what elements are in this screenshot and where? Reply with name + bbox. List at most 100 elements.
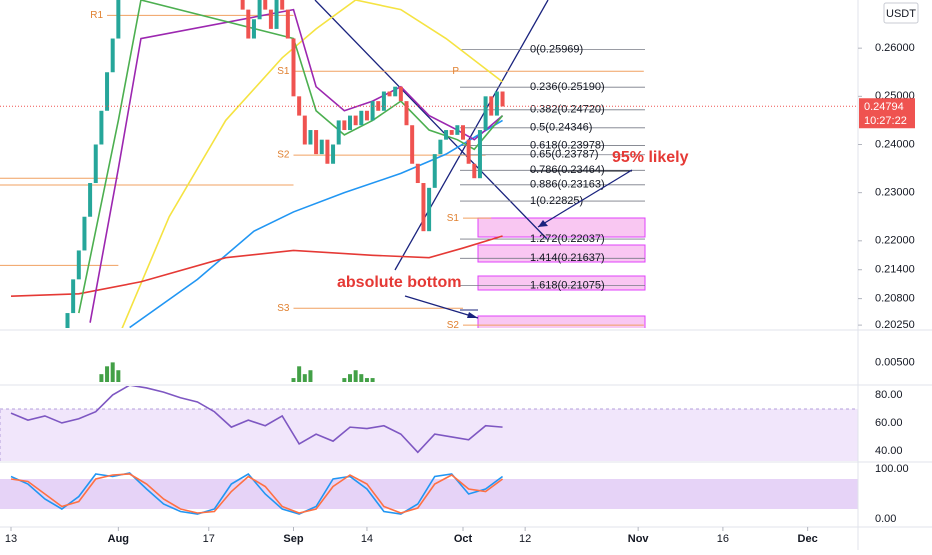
histogram-bar	[342, 378, 347, 382]
candle	[319, 139, 324, 155]
candle	[71, 279, 76, 314]
candle	[466, 139, 471, 164]
pivot-label: S3	[277, 303, 290, 314]
moving-average	[129, 119, 503, 328]
fib-label: 0.886(0.23163)	[530, 179, 605, 191]
candle	[93, 144, 98, 184]
histogram-bar	[364, 378, 369, 382]
candle	[251, 19, 256, 39]
candle	[370, 101, 375, 121]
x-tick-label: Nov	[628, 533, 650, 545]
candle	[331, 144, 336, 164]
fib-label: 1(0.22825)	[530, 195, 583, 207]
candle	[438, 139, 443, 155]
moving-average	[78, 0, 504, 314]
y-tick-label: 40.00	[875, 445, 903, 457]
target-box	[477, 244, 646, 263]
annotation: 95% likely	[612, 149, 689, 166]
candle	[483, 96, 488, 131]
x-tick-label: Aug	[108, 533, 129, 545]
rsi-pane	[0, 386, 858, 461]
candle	[500, 91, 505, 107]
currency-box[interactable]	[883, 2, 919, 24]
target-box	[477, 217, 646, 238]
histogram-bar	[105, 366, 110, 382]
fib-label: 1.272(0.22037)	[530, 233, 605, 245]
candle	[246, 9, 251, 39]
pivot-label: S2	[447, 320, 460, 331]
x-tick-label: 17	[203, 533, 215, 545]
candle	[472, 163, 477, 179]
candle	[359, 110, 364, 126]
histogram-bar	[308, 370, 313, 382]
y-tick-label: 0.24000	[875, 138, 915, 150]
y-tick-label: 0.22000	[875, 235, 915, 247]
candle	[432, 154, 437, 188]
candle	[387, 91, 392, 97]
fib-label: 0.382(0.24720)	[530, 104, 605, 116]
candle	[280, 0, 285, 10]
candle	[427, 187, 432, 232]
stoch-line	[10, 472, 504, 515]
trend-line	[394, 0, 549, 271]
target-box	[477, 275, 646, 291]
y-tick-label: 0.20800	[875, 293, 915, 305]
candle	[291, 38, 296, 97]
y-tick-label: 0.26000	[875, 42, 915, 54]
candle	[455, 125, 460, 135]
pivot-label: S1	[277, 66, 290, 77]
candle	[353, 115, 358, 126]
moving-average	[121, 0, 504, 328]
trend-line	[314, 0, 549, 241]
candle	[82, 216, 87, 251]
candle	[76, 250, 81, 280]
price-tag-value: 0.24794	[864, 101, 904, 113]
y-tick-label: 0.23000	[875, 187, 915, 199]
candle	[116, 0, 121, 39]
candle	[477, 130, 482, 179]
stoch-line	[10, 473, 504, 514]
candle	[444, 130, 449, 140]
candle	[268, 9, 273, 29]
annotation: absolute bottom	[337, 274, 461, 291]
histogram-bar	[110, 362, 115, 382]
y-tick-label: 80.00	[875, 389, 903, 401]
candle	[449, 130, 454, 135]
histogram-bar	[370, 378, 375, 382]
rsi-band	[0, 408, 858, 461]
target-box	[477, 315, 646, 328]
y-tick-label: 0.21400	[875, 264, 915, 276]
price-tag	[859, 98, 915, 129]
candle	[325, 139, 330, 164]
arrow-head	[538, 220, 548, 227]
countdown: 10:27:22	[864, 115, 907, 127]
moving-average	[89, 8, 504, 323]
fib-label: 0(0.25969)	[530, 44, 583, 56]
x-tick-label: 12	[519, 533, 531, 545]
currency: USDT	[886, 8, 916, 20]
candle	[285, 9, 290, 39]
stoch-band	[0, 479, 858, 509]
x-tick-label: 14	[361, 533, 373, 545]
histogram-bar	[116, 370, 121, 382]
candle	[415, 163, 420, 184]
x-tick-label: Oct	[454, 533, 473, 545]
candle	[240, 0, 245, 10]
candle	[461, 125, 465, 140]
candle	[393, 86, 398, 97]
candle	[364, 110, 369, 121]
candle	[65, 313, 70, 328]
x-tick-label: Sep	[283, 533, 303, 545]
x-tick-label: Dec	[798, 533, 818, 545]
x-tick-label: 13	[5, 533, 17, 545]
fib-label: 0.618(0.23978)	[530, 139, 605, 151]
stoch-pane	[0, 472, 858, 515]
histogram-bar	[297, 366, 302, 382]
candle	[297, 96, 302, 116]
fib-label: 1.414(0.21637)	[530, 252, 605, 264]
x-tick-label: 16	[717, 533, 729, 545]
candle	[348, 115, 352, 131]
pivot-label: R1	[90, 10, 103, 21]
